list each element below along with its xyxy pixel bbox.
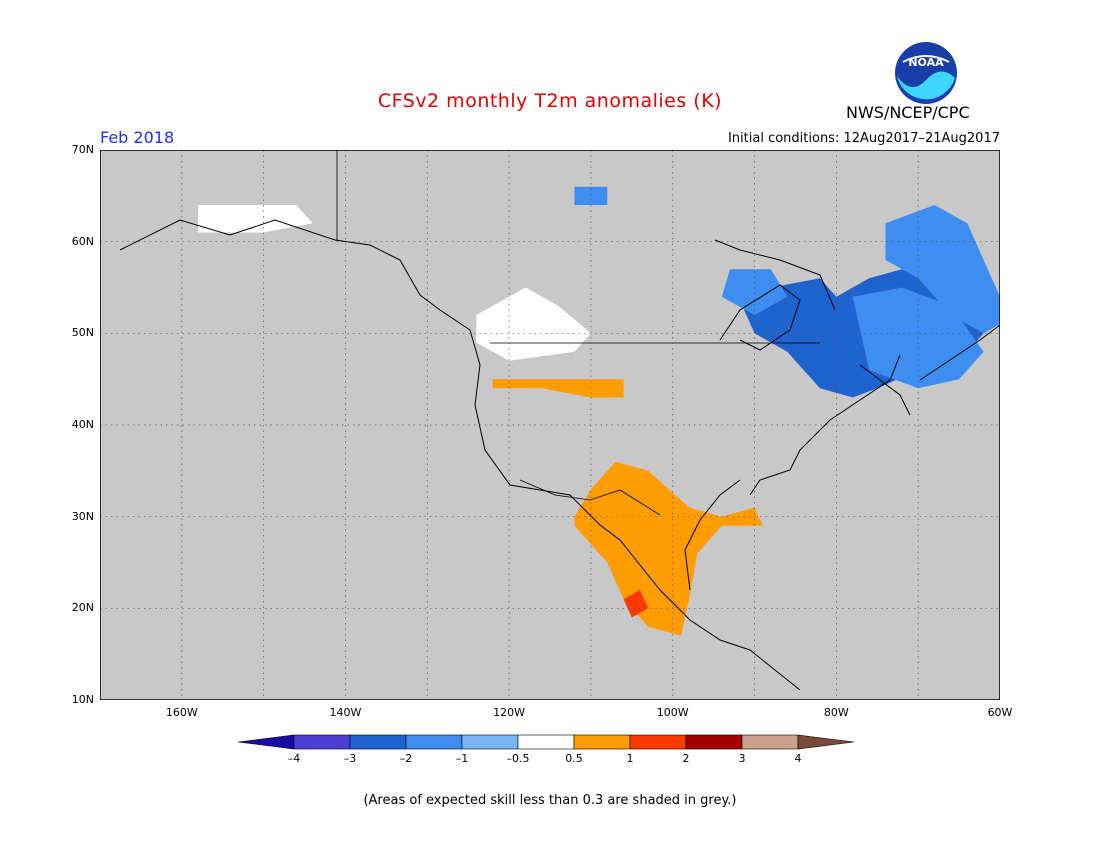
colorbar-tick-label: 2 xyxy=(682,752,690,765)
anomaly-region-alaska-near-normal xyxy=(198,205,313,233)
anomaly-map xyxy=(100,150,1000,700)
colorbar-swatch xyxy=(293,734,351,750)
coastlines xyxy=(119,219,1000,691)
colorbar-max-arrow xyxy=(797,734,855,750)
latitude-label: 60N xyxy=(71,234,94,248)
longitude-label: 120W xyxy=(493,706,526,719)
colorbar-swatch xyxy=(349,734,407,750)
valid-month-label: Feb 2018 xyxy=(100,128,175,147)
latitude-label: 70N xyxy=(71,143,94,156)
colorbar-tick-label: –1 xyxy=(455,752,469,765)
colorbar-tick-label: –0.5 xyxy=(506,752,530,765)
latitude-label: 10N xyxy=(71,693,94,706)
anomaly-region-hudson-cool xyxy=(721,269,788,315)
colorbar-tick-label: 1 xyxy=(626,752,634,765)
colorbar-tick-label: 3 xyxy=(738,752,746,765)
anomaly-region-arctic-cool xyxy=(574,186,608,205)
anomaly-region-mexico-warm xyxy=(574,461,763,636)
colorbar-tick-label: 0.5 xyxy=(565,752,583,765)
colorbar-swatch xyxy=(461,734,519,750)
anomaly-region-mexico-hot xyxy=(623,590,649,618)
colorbar-tick-label: 4 xyxy=(794,752,802,765)
longitude-label: 140W xyxy=(329,706,362,719)
latitude-label: 50N xyxy=(71,326,94,340)
anomaly-region-bc-near-normal xyxy=(476,287,591,361)
initial-conditions-label: Initial conditions: 12Aug2017–21Aug2017 xyxy=(727,131,1000,146)
colorbar-swatch xyxy=(405,734,463,750)
latitude-label: 40N xyxy=(71,418,94,431)
colorbar-min-arrow xyxy=(238,734,295,750)
graticule xyxy=(100,150,1000,700)
colorbar-swatch xyxy=(517,734,575,750)
longitude-label: 100W xyxy=(656,706,689,719)
map-title: CFSv2 monthly T2m anomalies (K) xyxy=(377,90,723,112)
anomaly-region-labrador-cool xyxy=(885,205,1000,334)
organization-label: NWS/NCEP/CPC xyxy=(846,103,970,122)
skill-footnote: (Areas of expected skill less than 0.3 a… xyxy=(363,793,737,808)
colorbar-swatch xyxy=(629,734,687,750)
colorbar-tick-label: –4 xyxy=(287,752,301,765)
colorbar-swatch xyxy=(573,734,631,750)
noaa-logo-text: NOAA xyxy=(908,56,944,69)
longitude-label: 60W xyxy=(987,706,1013,719)
longitude-label: 160W xyxy=(165,706,198,719)
colorbar-tick-label: –2 xyxy=(399,752,413,765)
colorbar-tick-label: –3 xyxy=(343,752,357,765)
latitude-label: 20N xyxy=(71,601,94,615)
latitude-label: 30N xyxy=(71,509,94,523)
colorbar xyxy=(238,734,855,750)
political-borders xyxy=(336,150,820,516)
colorbar-swatch xyxy=(741,734,799,750)
longitude-label: 80W xyxy=(823,706,849,719)
colorbar-swatch xyxy=(685,734,743,750)
noaa-logo: NOAA xyxy=(895,42,957,104)
